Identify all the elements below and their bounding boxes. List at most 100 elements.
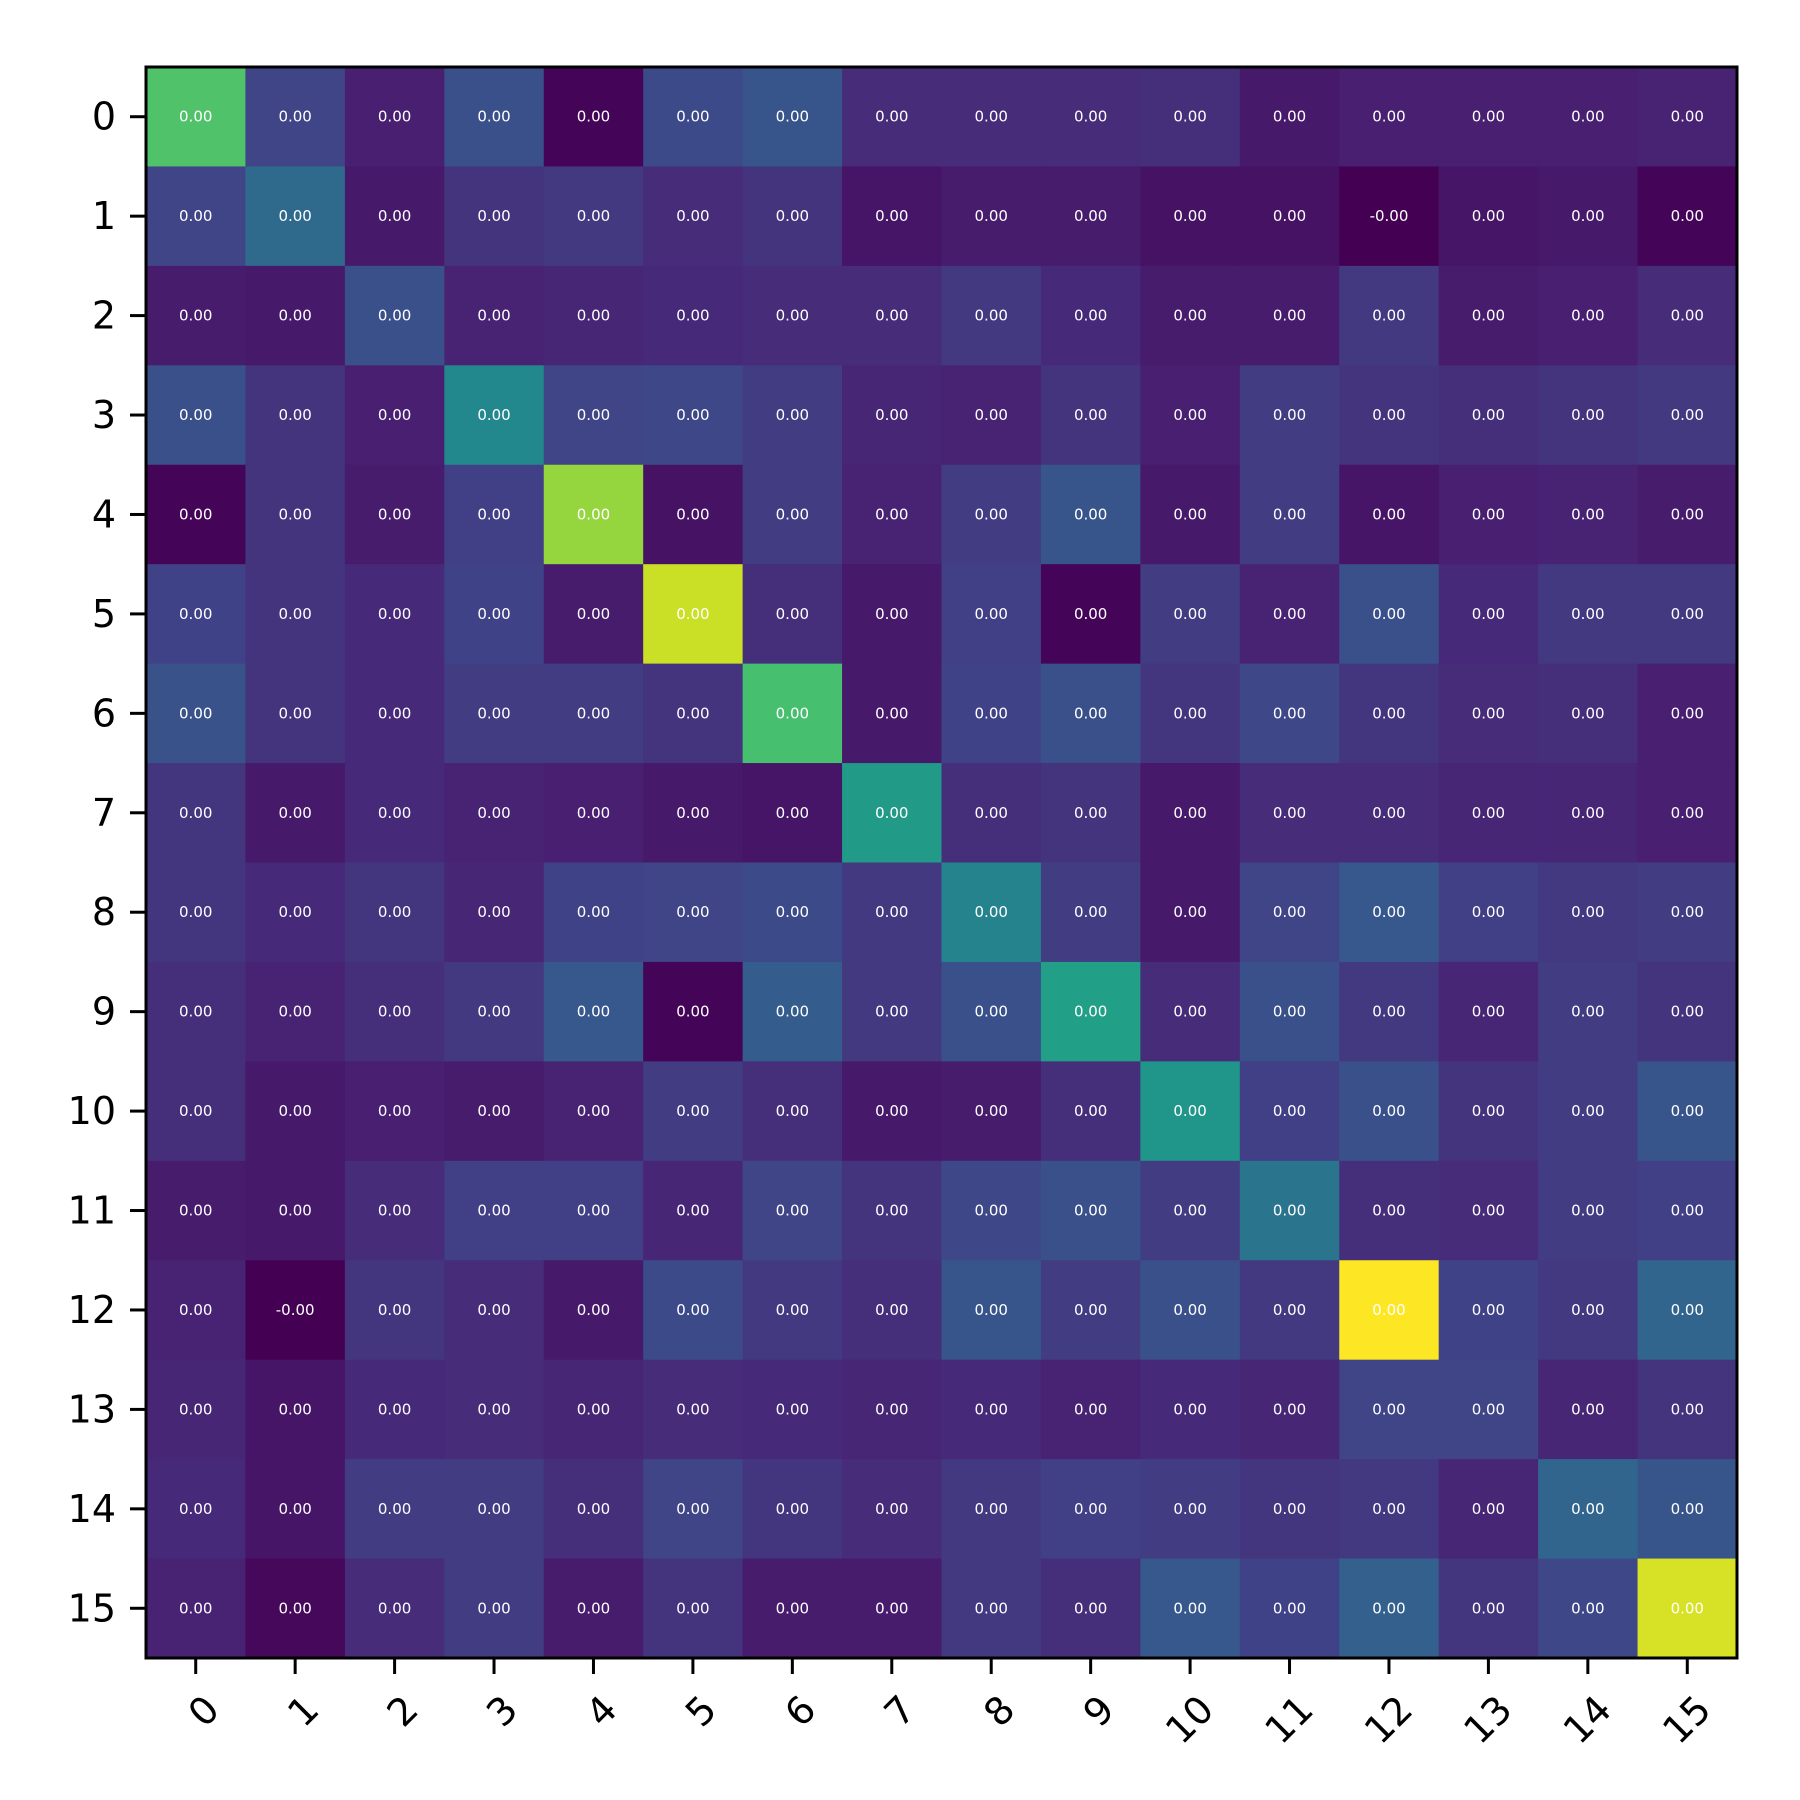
- cell-value-label: 0.00: [1571, 704, 1604, 722]
- heatmap-cell: [344, 663, 445, 764]
- y-tick-label: 5: [92, 592, 116, 636]
- heatmap-cell: [742, 862, 843, 963]
- heatmap-cell: [444, 365, 545, 466]
- heatmap-cell: [941, 862, 1042, 963]
- cell-value-label: 0.00: [1273, 207, 1306, 225]
- cell-value-label: 0.00: [1671, 704, 1704, 722]
- heatmap-cell: [1538, 663, 1639, 764]
- cell-value-label: 0.00: [1571, 307, 1604, 325]
- cell-value-label: 0.00: [875, 505, 908, 523]
- cell-value-label: 0.00: [278, 605, 311, 623]
- heatmap-cell: [1239, 1260, 1340, 1361]
- y-tick-label: 15: [68, 1586, 116, 1630]
- heatmap-cell: [1140, 1061, 1241, 1162]
- cell-value-label: 0.00: [676, 406, 709, 424]
- cell-value-label: 0.00: [875, 1599, 908, 1617]
- heatmap-cell: [1637, 166, 1738, 267]
- heatmap-cell: [1637, 1558, 1738, 1659]
- heatmap-cell: [941, 763, 1042, 864]
- cell-value-label: 0.00: [875, 1202, 908, 1220]
- cell-value-label: 0.00: [875, 1301, 908, 1319]
- cell-value-label: 0.00: [975, 605, 1008, 623]
- y-tick-label: 0: [92, 95, 116, 139]
- heatmap-cell: [444, 564, 545, 665]
- heatmap-cell: [1438, 1359, 1539, 1460]
- cell-value-label: 0.00: [577, 1102, 610, 1120]
- cell-value-label: 0.00: [1173, 108, 1206, 126]
- cell-value-label: 0.00: [1571, 108, 1604, 126]
- heatmap-cell: [146, 67, 247, 168]
- cell-value-label: 0.00: [1173, 307, 1206, 325]
- heatmap-cell: [344, 763, 445, 864]
- cell-value-label: 0.00: [975, 505, 1008, 523]
- x-tick-label: 5: [677, 1687, 725, 1735]
- cell-value-label: 0.00: [477, 1102, 510, 1120]
- heatmap-cell: [344, 564, 445, 665]
- heatmap-cell: [1339, 166, 1440, 267]
- cell-value-label: 0.00: [1671, 1599, 1704, 1617]
- cell-value-label: 0.00: [975, 1003, 1008, 1021]
- heatmap-cell: [1637, 365, 1738, 466]
- cell-value-label: 0.00: [1372, 903, 1405, 921]
- cell-value-label: 0.00: [1173, 704, 1206, 722]
- heatmap-cell: [742, 1459, 843, 1560]
- cell-value-label: 0.00: [1372, 704, 1405, 722]
- cell-value-label: 0.00: [577, 704, 610, 722]
- heatmap-cell: [1438, 961, 1539, 1062]
- heatmap-cell: [146, 564, 247, 665]
- heatmap-cell: [842, 365, 943, 466]
- heatmap-cell: [245, 1459, 346, 1560]
- cell-value-label: 0.00: [1273, 1599, 1306, 1617]
- cell-value-label: 0.00: [577, 903, 610, 921]
- cell-value-label: 0.00: [1074, 804, 1107, 822]
- heatmap-cell: [941, 1160, 1042, 1261]
- cell-value-label: 0.00: [278, 1202, 311, 1220]
- heatmap-cell: [245, 1061, 346, 1162]
- heatmap-cell: [1140, 265, 1241, 366]
- heatmap-cell: [344, 1260, 445, 1361]
- cell-value-label: 0.00: [477, 1599, 510, 1617]
- heatmap-cell: [1239, 464, 1340, 565]
- x-tick-label: 1: [279, 1687, 327, 1735]
- cell-value-label: 0.00: [477, 1202, 510, 1220]
- cell-value-label: 0.00: [1671, 207, 1704, 225]
- y-tick-label: 9: [92, 990, 116, 1034]
- cell-value-label: 0.00: [1173, 804, 1206, 822]
- heatmap-cell: [1637, 265, 1738, 366]
- cell-value-label: 0.00: [1273, 903, 1306, 921]
- heatmap-cell: [941, 1061, 1042, 1162]
- heatmap-cell: [1040, 365, 1141, 466]
- cell-value-label: 0.00: [1671, 505, 1704, 523]
- heatmap-cell: [842, 961, 943, 1062]
- cell-value-label: 0.00: [378, 1599, 411, 1617]
- heatmap-cell: [1538, 564, 1639, 665]
- heatmap-cell: [1438, 1459, 1539, 1560]
- cell-value-label: 0.00: [577, 1003, 610, 1021]
- cell-value-label: 0.00: [1671, 108, 1704, 126]
- cell-value-label: 0.00: [776, 1202, 809, 1220]
- heatmap-cell: [444, 862, 545, 963]
- heatmap-cell: [444, 67, 545, 168]
- heatmap-cell: [1239, 365, 1340, 466]
- cell-value-label: 0.00: [577, 307, 610, 325]
- cell-value-label: 0.00: [477, 704, 510, 722]
- cell-value-label: 0.00: [676, 1599, 709, 1617]
- cell-value-label: 0.00: [776, 505, 809, 523]
- cell-value-label: 0.00: [179, 1400, 212, 1418]
- heatmap-cell: [941, 166, 1042, 267]
- heatmap-cell: [344, 1558, 445, 1659]
- heatmap-cell: [1140, 763, 1241, 864]
- heatmap-cell: [146, 961, 247, 1062]
- cell-value-label: 0.00: [975, 1400, 1008, 1418]
- heatmap-cell: [941, 961, 1042, 1062]
- heatmap-cell: [742, 1260, 843, 1361]
- cell-value-label: 0.00: [776, 108, 809, 126]
- cell-value-label: 0.00: [975, 704, 1008, 722]
- heatmap-cell: [1040, 1061, 1141, 1162]
- heatmap-cell: [1239, 763, 1340, 864]
- heatmap-cell: [1637, 464, 1738, 565]
- heatmap-cell: [146, 464, 247, 565]
- heatmap-cell: [1538, 365, 1639, 466]
- x-tick-label: 12: [1356, 1687, 1421, 1752]
